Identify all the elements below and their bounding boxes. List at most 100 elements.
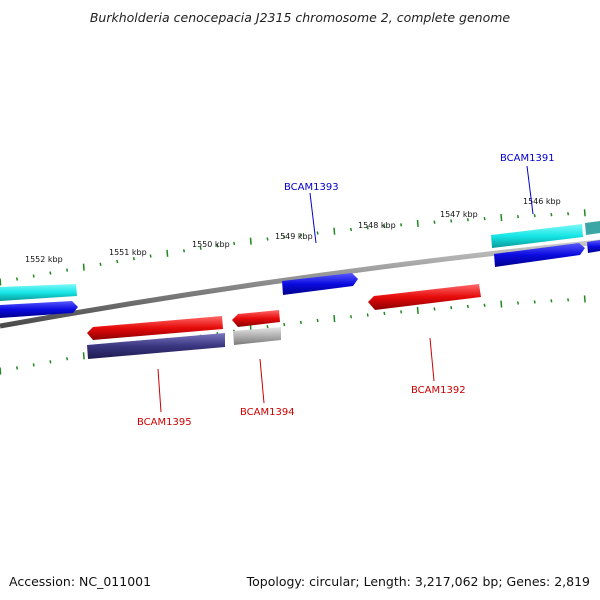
minor-tick [299,233,302,237]
minor-tick [450,219,453,223]
minor-tick [233,241,236,246]
reverse-genes [87,284,481,359]
gene-bcam1391[interactable] [494,243,585,267]
major-tick [583,295,586,303]
minor-tick [199,246,202,250]
minor-tick [383,224,386,228]
gene-cyan-right[interactable] [491,224,583,248]
minor-tick [567,212,570,216]
label-bcam1394[interactable]: BCAM1394 [240,407,295,418]
scale-label-1548: 1548 kbp [358,221,396,230]
minor-tick [516,301,520,305]
minor-tick [99,262,102,266]
scale-label-1549: 1549 kbp [275,232,313,241]
scale-label-1546: 1546 kbp [523,197,561,206]
gene-blue-left[interactable] [0,301,78,318]
minor-tick [433,220,436,224]
minor-tick [283,322,286,327]
gene-blue-right-2[interactable] [587,240,600,253]
leader-bcam1393 [309,192,317,244]
minor-tick [32,274,35,278]
summary-label: Topology: circular; Length: 3,217,062 bp… [246,574,590,589]
minor-tick [533,300,536,304]
minor-tick [316,318,319,323]
major-tick [166,249,169,257]
minor-tick [216,244,219,248]
major-tick [333,227,336,235]
minor-tick [316,231,319,235]
leader-bcam1394 [259,358,265,404]
scale-label-1550: 1550 kbp [192,240,230,249]
gene-labels: BCAM1393 BCAM1391 BCAM1395 BCAM1394 BCAM… [137,153,555,428]
minor-tick [283,235,286,239]
scale-label-1551: 1551 kbp [109,248,147,257]
minor-tick [466,218,469,222]
minor-tick [400,310,403,314]
minor-tick [349,227,353,232]
minor-tick [366,313,369,317]
major-tick [583,209,586,217]
gene-bcam1393[interactable] [282,273,358,295]
major-tick [0,278,2,286]
map-title: Burkholderia cenocepacia J2315 chromosom… [89,10,511,25]
minor-tick [15,277,19,281]
minor-tick [483,217,486,221]
accession-label: Accession: NC_011001 [9,574,152,589]
minor-tick [66,268,69,272]
minor-tick [400,223,403,227]
major-tick [82,352,85,360]
label-leaders [157,165,534,413]
minor-tick [533,213,536,218]
major-tick [416,219,419,228]
minor-tick [32,363,35,367]
gene-bcam1395-red[interactable] [87,316,223,340]
label-bcam1392[interactable]: BCAM1392 [411,385,466,396]
outer-tick-row [0,209,586,286]
major-tick [82,263,85,271]
minor-tick [483,303,486,307]
minor-tick [15,366,19,370]
minor-tick [383,311,386,316]
label-bcam1391[interactable]: BCAM1391 [500,153,555,164]
inner-tick-row [0,295,586,375]
leader-bcam1392 [429,337,435,382]
minor-tick [49,271,52,275]
scale-labels: 1552 kbp 1551 kbp 1550 kbp 1549 kbp 1548… [25,197,561,264]
major-tick [500,214,503,222]
minor-tick [550,299,553,303]
minor-tick [66,357,69,361]
major-tick [416,306,419,314]
minor-tick [49,360,52,364]
scale-label-1552: 1552 kbp [25,255,63,264]
forward-genes [0,221,600,318]
scale-label-1547: 1547 kbp [440,210,478,219]
gene-bcam1395-navy[interactable] [87,333,225,359]
major-tick [500,300,503,308]
leader-bcam1391 [526,165,534,215]
minor-tick [266,237,269,241]
gene-bcam1394-grey[interactable] [233,327,281,345]
minor-tick [299,320,302,325]
chromosome-backbone [0,239,600,329]
minor-tick [516,214,520,219]
leader-bcam1395 [157,368,162,413]
major-tick [333,314,336,323]
gene-cyan-right-2[interactable] [585,221,600,235]
minor-tick [149,254,152,258]
major-tick [249,237,252,245]
label-bcam1395[interactable]: BCAM1395 [137,417,192,428]
minor-tick [567,298,570,302]
gene-bcam1394-red[interactable] [232,310,280,327]
minor-tick [132,257,135,261]
gene-bcam1392[interactable] [368,284,481,310]
minor-tick [433,307,436,311]
minor-tick [266,325,269,329]
minor-tick [466,304,469,309]
minor-tick [349,315,353,319]
minor-tick [366,226,369,230]
label-bcam1393[interactable]: BCAM1393 [284,182,339,193]
major-tick [0,367,2,375]
minor-tick [450,306,453,310]
gene-cyan-left[interactable] [0,284,77,301]
